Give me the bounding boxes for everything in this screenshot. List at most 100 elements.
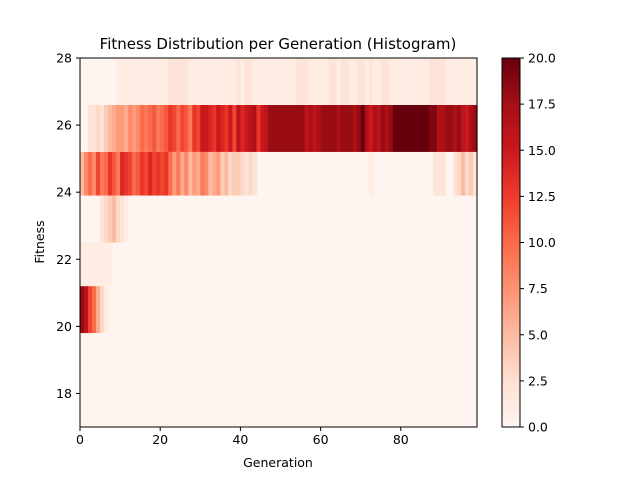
heatmap-cell — [120, 195, 125, 243]
heatmap-cell — [388, 58, 394, 105]
heatmap-cell — [156, 104, 161, 152]
heatmap-cell — [152, 151, 157, 196]
colorbar-tick-label: 20.0 — [528, 51, 556, 66]
heatmap-cell — [380, 104, 386, 152]
x-tick-label: 60 — [313, 432, 329, 447]
heatmap-cell — [340, 104, 346, 152]
heatmap-cell — [172, 58, 177, 105]
heatmap-cell — [216, 151, 221, 196]
heatmap-cell — [456, 58, 462, 105]
heatmap-cell — [472, 104, 478, 152]
heatmap-cell — [192, 104, 197, 152]
heatmap-cell — [268, 58, 274, 105]
heatmap-cell — [328, 104, 334, 152]
heatmap-cell — [144, 58, 149, 105]
heatmap-cell — [408, 58, 414, 105]
heatmap-cell — [116, 151, 121, 196]
heatmap-cell — [124, 58, 129, 105]
heatmap-cell — [188, 58, 193, 105]
heatmap-cell — [408, 104, 414, 152]
heatmap-cell — [420, 58, 426, 105]
heatmap-cell — [232, 58, 237, 105]
heatmap-cell — [352, 58, 358, 105]
heatmap-cell — [396, 58, 402, 105]
colorbar-tick-label: 2.5 — [528, 373, 548, 388]
heatmap-cell — [364, 58, 370, 105]
heatmap-cell — [348, 58, 354, 105]
heatmap-cell — [452, 151, 458, 196]
heatmap-cell — [296, 58, 302, 105]
heatmap-cell — [136, 151, 141, 196]
heatmap-cell — [428, 104, 434, 152]
heatmap-cell — [92, 286, 97, 334]
plot-area: 0 20 40 60 80 18 20 22 24 26 28 — [56, 51, 478, 447]
heatmap-cell — [176, 104, 181, 152]
heatmap-cell — [352, 104, 358, 152]
heatmap-cell — [332, 58, 338, 105]
heatmap-cell — [160, 104, 165, 152]
heatmap-cell — [380, 58, 386, 105]
x-tick-label: 40 — [232, 432, 248, 447]
heatmap-cell — [252, 58, 258, 105]
heatmap-cell — [236, 58, 241, 105]
x-axis-ticks: 0 20 40 60 80 — [76, 427, 409, 447]
heatmap-cell — [460, 104, 466, 152]
heatmap-cell — [164, 58, 169, 105]
heatmap-cell — [444, 104, 450, 152]
y-tick-label: 22 — [56, 252, 72, 267]
heatmap-cell — [80, 151, 85, 196]
heatmap-cell — [120, 58, 125, 105]
heatmap-cell — [140, 151, 145, 196]
colorbar-tick-label: 0.0 — [528, 420, 548, 435]
heatmap-cell — [100, 151, 105, 196]
heatmap-cell — [100, 286, 105, 334]
colorbar-tick-label: 12.5 — [528, 189, 556, 204]
heatmap-cell — [188, 151, 193, 196]
heatmap-cell — [344, 104, 350, 152]
heatmap-cell — [220, 151, 225, 196]
heatmap-cell — [148, 104, 153, 152]
heatmap-cell — [456, 104, 462, 152]
heatmap-cell — [88, 104, 93, 152]
heatmap-cell — [232, 104, 237, 152]
heatmap-cell — [440, 104, 446, 152]
heatmap-cell — [472, 151, 478, 196]
heatmap-cell — [88, 151, 93, 196]
heatmap-cell — [124, 195, 129, 243]
heatmap-cell — [356, 104, 362, 152]
heatmap-cell — [280, 104, 286, 152]
heatmap-cell — [308, 58, 314, 105]
y-tick-label: 28 — [56, 51, 72, 66]
heatmap-cell — [240, 104, 246, 152]
heatmap-cell — [204, 151, 209, 196]
heatmap-cell — [264, 104, 270, 152]
heatmap-cell — [456, 151, 462, 196]
heatmap-cell — [396, 104, 402, 152]
heatmap-cell — [104, 242, 109, 287]
heatmap-cell — [320, 104, 326, 152]
heatmap-cell — [460, 151, 466, 196]
heatmap-cell — [364, 104, 370, 152]
y-tick-label: 20 — [56, 319, 72, 334]
heatmap-cell — [472, 58, 478, 105]
heatmap-cell — [412, 58, 418, 105]
heatmap-cell — [204, 58, 209, 105]
heatmap-cell — [184, 104, 189, 152]
heatmap-cell — [260, 58, 266, 105]
y-tick-label: 18 — [56, 386, 72, 401]
heatmap-cell — [464, 151, 470, 196]
heatmap-cell — [96, 242, 101, 287]
heatmap-cell — [220, 104, 225, 152]
heatmap-cell — [288, 58, 294, 105]
heatmap-cell — [292, 104, 298, 152]
heatmap-cell — [336, 58, 342, 105]
heatmap-cell — [244, 151, 250, 196]
heatmap-cell — [424, 58, 430, 105]
heatmap-cell — [324, 58, 330, 105]
heatmap-cell — [260, 104, 266, 152]
heatmap-cell — [196, 151, 201, 196]
heatmap-cell — [136, 58, 141, 105]
heatmap-cell — [300, 104, 306, 152]
heatmap-cell — [384, 104, 390, 152]
